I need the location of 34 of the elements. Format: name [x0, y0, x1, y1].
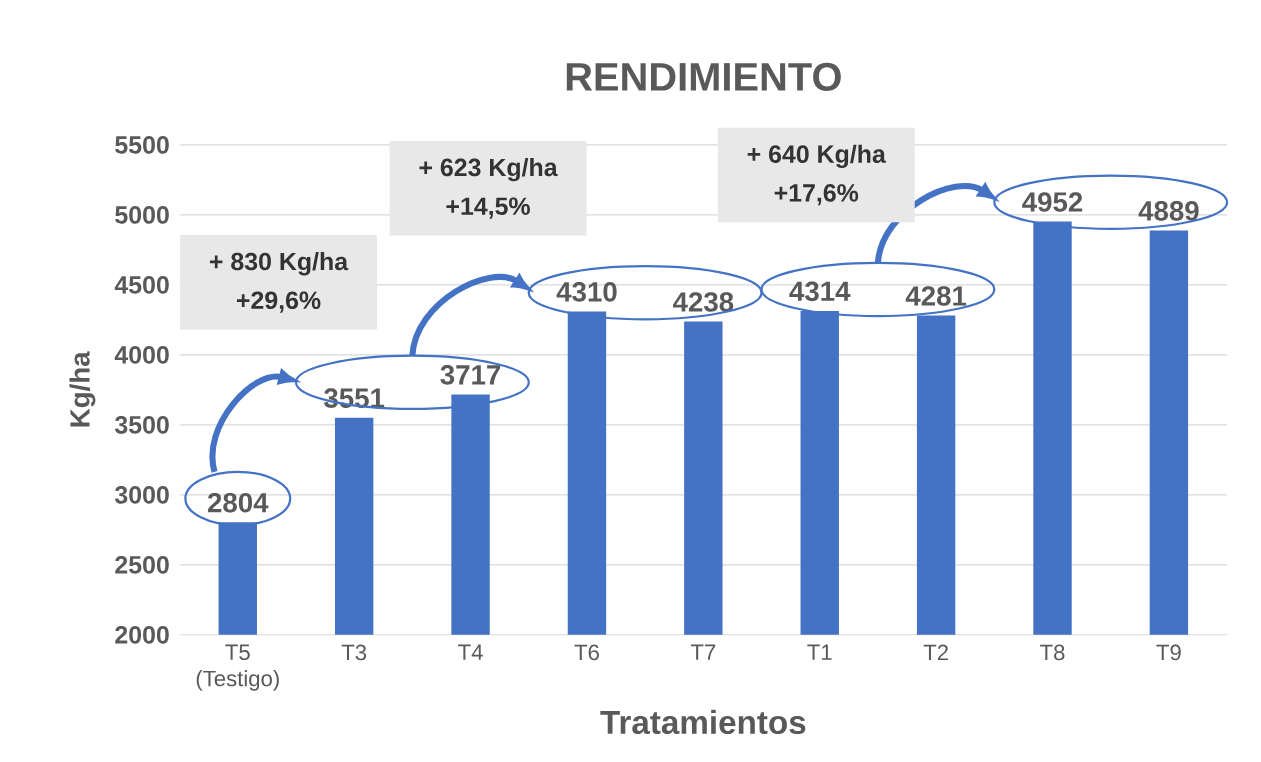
- annotation: + 623 Kg/ha: [419, 158, 558, 182]
- data-label: 3717: [440, 365, 501, 385]
- y-tick-label: 5500: [115, 136, 169, 154]
- data-label: 4314: [789, 281, 851, 302]
- y-tick-label: 4000: [114, 346, 169, 364]
- data-label: 4238: [672, 292, 734, 312]
- x-tick-label: T3: [341, 644, 367, 661]
- chart-title: RENDIMIENTO: [566, 62, 841, 92]
- data-label: 4952: [1022, 192, 1083, 213]
- y-tick-label: 3000: [114, 486, 169, 504]
- x-tick-label: T4: [458, 644, 483, 661]
- y-tick-label: 2000: [115, 626, 169, 644]
- annotation: +17,6%: [774, 184, 859, 206]
- x-axis-title: Tratamientos: [600, 709, 806, 735]
- data-label: 4310: [556, 282, 617, 302]
- y-axis-title: Kg/ha: [69, 351, 96, 427]
- x-tick-label: T8: [1040, 644, 1065, 661]
- y-tick-label: 2500: [115, 556, 169, 574]
- x-tick-label: T6: [574, 644, 599, 661]
- data-label: 4281: [905, 286, 967, 306]
- data-label: 4889: [1138, 201, 1199, 221]
- y-tick-label: 3500: [114, 416, 169, 434]
- x-tick-label: T7: [690, 644, 716, 661]
- y-tick-label: 5000: [115, 206, 169, 224]
- x-tick-label: T2: [923, 644, 948, 661]
- annotation: + 640 Kg/ha: [747, 144, 886, 169]
- annotation: + 830 Kg/ha: [209, 252, 349, 276]
- x-tick-label: T1: [807, 644, 832, 661]
- data-label: 2804: [207, 493, 269, 513]
- x-tick-label: T5 (Testigo): [196, 644, 279, 691]
- annotation: +14,5%: [446, 197, 530, 219]
- x-tick-label: T9: [1156, 644, 1181, 661]
- y-tick-label: 4500: [114, 276, 169, 294]
- annotation: +29,6%: [236, 291, 321, 313]
